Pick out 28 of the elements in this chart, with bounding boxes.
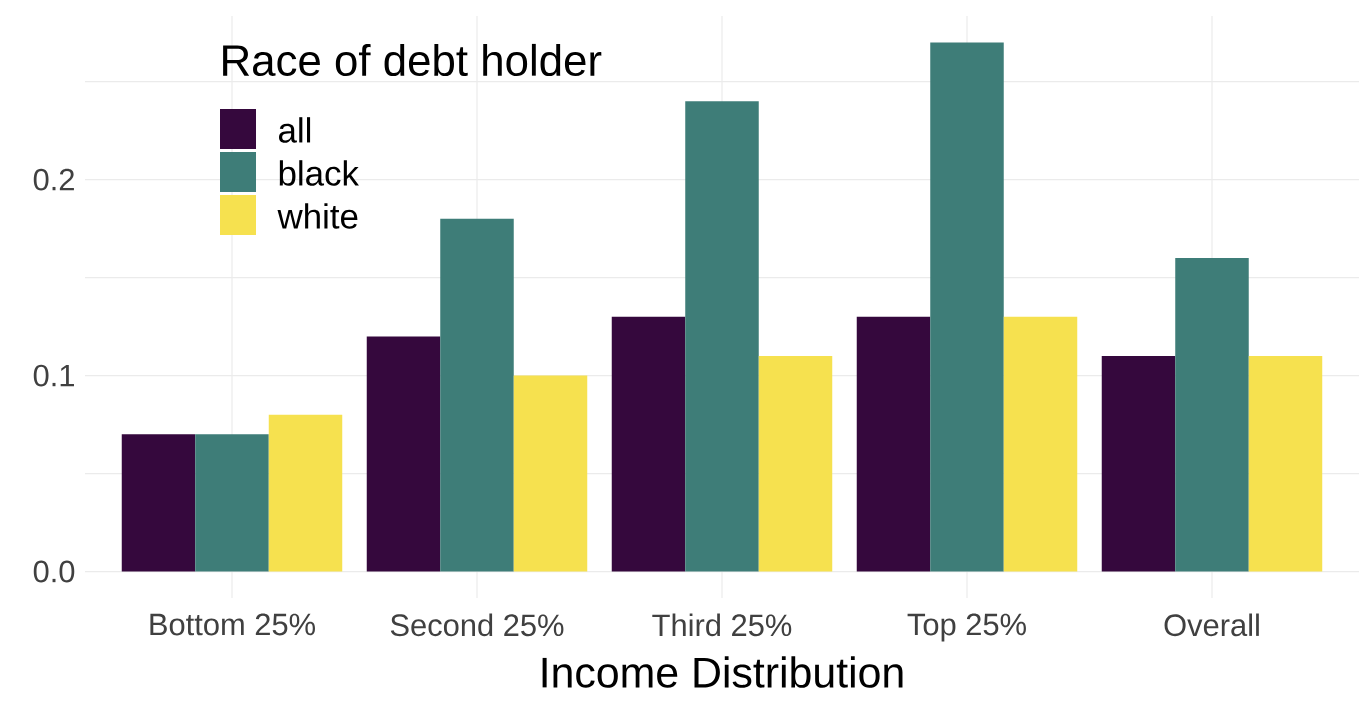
y-tick-label: 0.1 xyxy=(33,364,74,387)
x-tick-label: Second 25% xyxy=(390,613,564,637)
y-tick-label: 0.0 xyxy=(33,560,75,583)
bar xyxy=(366,336,441,572)
x-tick-label: Bottom 25% xyxy=(150,613,315,636)
bar xyxy=(1101,355,1176,572)
x-tick-label: Overall xyxy=(1164,613,1259,637)
bar xyxy=(611,316,686,572)
bar xyxy=(1248,355,1323,572)
y-tick-label: 0.2 xyxy=(33,168,74,191)
bar xyxy=(268,414,343,572)
bar xyxy=(856,316,931,572)
bar xyxy=(513,375,588,572)
x-tick-label: Third 25% xyxy=(652,613,792,637)
bar xyxy=(930,42,1004,572)
bar xyxy=(1175,258,1249,572)
x-axis-title: Income Distribution xyxy=(542,656,903,688)
legend-title: Race of debt holder xyxy=(223,43,602,77)
bar xyxy=(1003,316,1078,572)
x-tick-label: Top 25% xyxy=(907,613,1026,642)
bar xyxy=(685,101,759,572)
legend-label: all xyxy=(279,117,311,143)
legend-label: white xyxy=(277,203,358,229)
bar xyxy=(758,355,833,572)
legend-label: black xyxy=(279,160,359,186)
bar xyxy=(121,434,196,572)
bar xyxy=(440,218,514,572)
bar xyxy=(195,434,269,572)
